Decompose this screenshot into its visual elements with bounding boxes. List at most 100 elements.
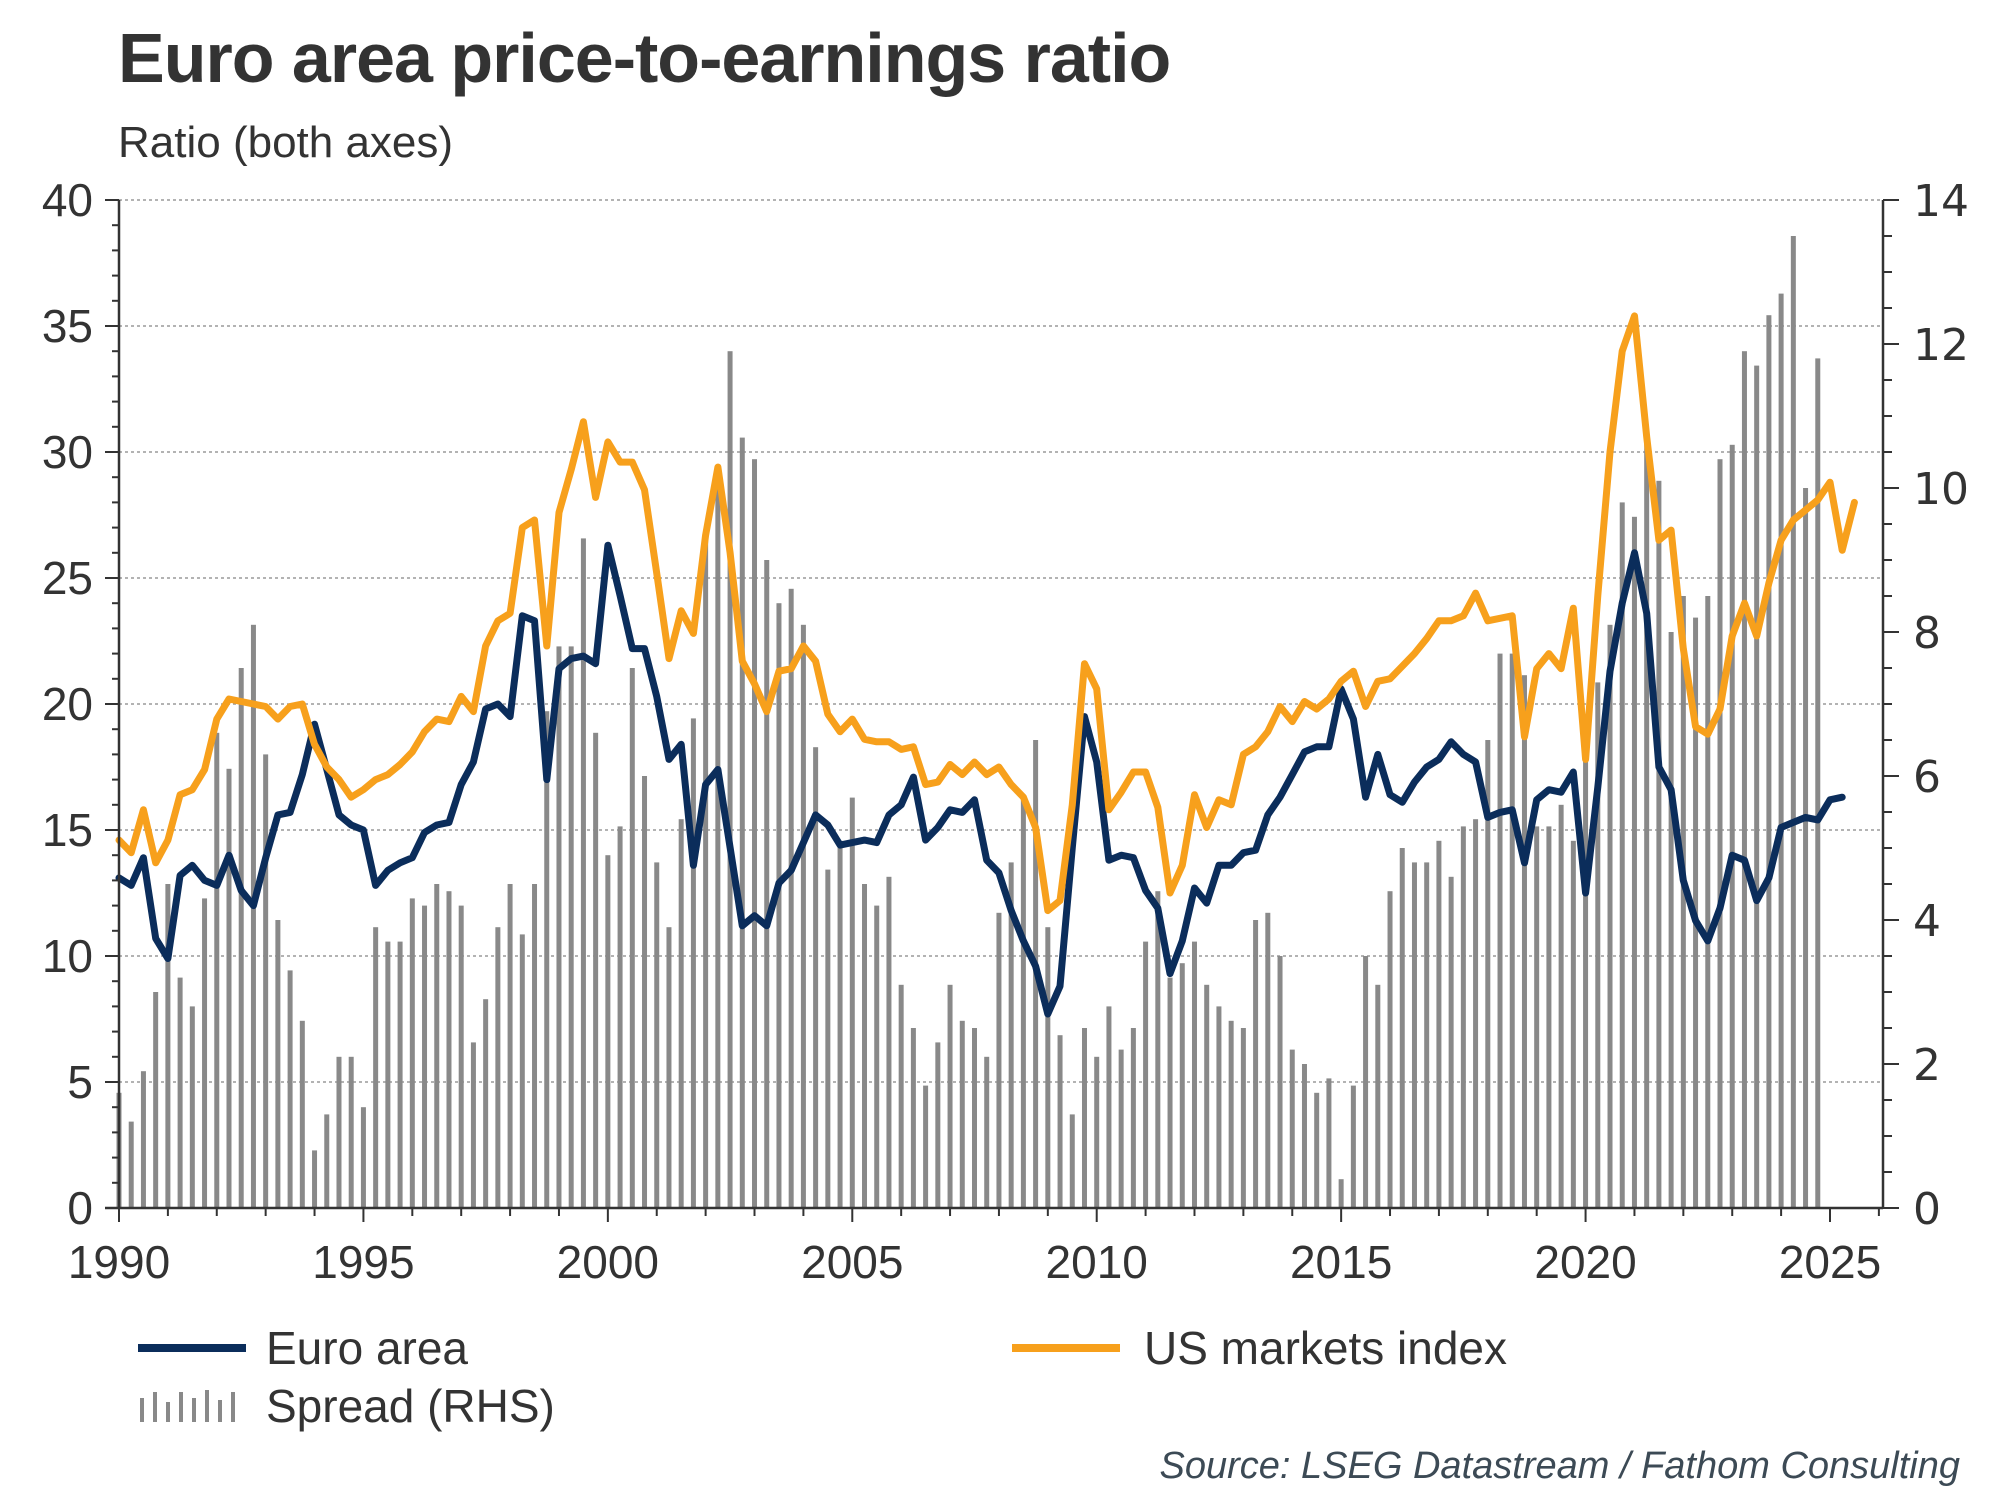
spread-bar: [1509, 653, 1515, 1208]
spread-bar: [336, 1056, 342, 1208]
spread-bar: [226, 768, 232, 1208]
spread-bar: [800, 624, 806, 1208]
x-tick-label: 2005: [801, 1236, 903, 1288]
spread-bar: [715, 466, 721, 1208]
spread-bar: [996, 912, 1002, 1208]
left-tick-label: 15: [42, 804, 93, 856]
spread-bar: [727, 351, 733, 1208]
spread-bar: [690, 718, 696, 1208]
spread-bar: [984, 1056, 990, 1208]
x-tick-label: 2015: [1290, 1236, 1392, 1288]
spread-bar: [629, 668, 635, 1208]
spread-bar: [1754, 365, 1760, 1209]
spread-bar: [605, 855, 611, 1208]
left-tick-label: 30: [42, 426, 93, 478]
chart-subtitle: Ratio (both axes): [118, 118, 454, 167]
legend-swatch-bar: [192, 1398, 196, 1422]
spread-bar: [1485, 740, 1491, 1208]
spread-bar: [1143, 941, 1149, 1208]
spread-bar: [1350, 1085, 1356, 1208]
right-tick-label: 6: [1913, 752, 1941, 803]
legend: Euro area Spread (RHS) US markets index: [138, 1322, 1507, 1432]
spread-bar: [214, 732, 220, 1208]
spread-bar: [1265, 912, 1271, 1208]
spread-bar: [287, 970, 293, 1208]
legend-swatch-bar: [153, 1392, 157, 1422]
spread-bar: [1705, 596, 1711, 1208]
spread-bar: [862, 884, 868, 1208]
spread-bar: [1619, 502, 1625, 1208]
spread-bar: [556, 646, 562, 1208]
spread-bar: [1473, 819, 1479, 1208]
spread-bar: [568, 646, 574, 1208]
spread-bar: [1399, 848, 1405, 1208]
spread-bar: [1045, 927, 1051, 1208]
spread-bar: [837, 840, 843, 1208]
spread-bar: [1240, 1028, 1246, 1208]
spread-bar: [739, 437, 745, 1209]
spread-bar: [825, 869, 831, 1208]
legend-label-spread: Spread (RHS): [266, 1380, 555, 1432]
spread-bar: [1363, 956, 1369, 1208]
spread-bar: [972, 1028, 977, 1208]
spread-bar: [385, 941, 391, 1208]
spread-bar: [788, 588, 794, 1208]
spread-bar: [1436, 840, 1442, 1208]
left-tick-label: 20: [42, 678, 93, 730]
spread-bar: [128, 1121, 134, 1208]
spread-bar: [348, 1056, 354, 1208]
spread-bar: [519, 934, 525, 1208]
spread-bar: [1106, 1006, 1112, 1208]
spread-bar: [165, 884, 171, 1208]
legend-swatch-bar: [179, 1392, 183, 1422]
spread-bar: [1521, 675, 1527, 1208]
spread-bar: [263, 754, 269, 1208]
series-lines: [115, 312, 1858, 1018]
spread-bar: [1570, 840, 1576, 1208]
spread-bar: [1741, 351, 1747, 1208]
spread-bar: [434, 884, 440, 1208]
spread-bar: [483, 999, 489, 1208]
spread-bar: [238, 668, 244, 1208]
spread-bar: [1228, 1020, 1234, 1208]
right-tick-label: 12: [1913, 320, 1969, 371]
left-tick-label: 10: [42, 930, 93, 982]
spread-bar: [1289, 1049, 1295, 1208]
spread-bar: [1277, 956, 1283, 1208]
spread-bar: [923, 1085, 929, 1208]
right-tick-label: 8: [1913, 608, 1941, 659]
us-markets-line: [115, 312, 1858, 915]
legend-swatch-spread: [140, 1390, 235, 1422]
spread-bar: [250, 624, 256, 1208]
spread-bar: [1546, 826, 1552, 1208]
spread-bar: [1790, 236, 1796, 1208]
spread-bar: [422, 905, 428, 1208]
spread-bar: [532, 884, 538, 1208]
spread-bar: [764, 560, 770, 1208]
left-tick-label: 5: [67, 1056, 93, 1108]
spread-bar: [593, 732, 599, 1208]
spread-bar: [666, 927, 672, 1208]
spread-bar: [1216, 1006, 1222, 1208]
chart-title: Euro area price-to-earnings ratio: [118, 19, 1171, 97]
spread-bar: [1118, 1049, 1124, 1208]
legend-label-euro-area: Euro area: [266, 1322, 468, 1374]
legend-swatch-bar: [231, 1392, 235, 1422]
spread-bar: [1301, 1064, 1307, 1208]
spread-bar: [458, 905, 464, 1208]
spread-bar: [1387, 891, 1393, 1208]
spread-bar: [507, 884, 513, 1208]
left-tick-label: 0: [67, 1182, 93, 1234]
spread-bar: [947, 984, 953, 1208]
spread-bar: [1314, 1092, 1320, 1208]
spread-bar: [910, 1028, 916, 1208]
spread-bar: [1668, 632, 1674, 1208]
left-tick-label: 35: [42, 300, 93, 352]
spread-bar: [1729, 444, 1735, 1208]
spread-bar: [813, 747, 819, 1208]
x-tick-label: 2025: [1779, 1236, 1881, 1288]
spread-bar: [1766, 315, 1772, 1208]
spread-bar: [1375, 984, 1381, 1208]
legend-swatch-bar: [140, 1398, 144, 1422]
